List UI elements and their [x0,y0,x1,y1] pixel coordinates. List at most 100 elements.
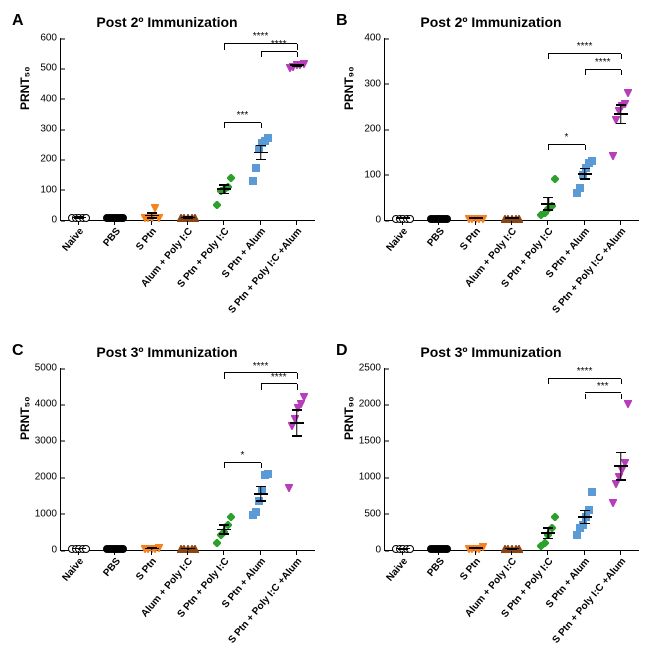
significance-bracket [224,122,260,123]
x-tick-label: Naive [385,556,411,584]
significance-bracket [224,462,260,463]
significance-label: **** [595,57,611,68]
x-tick-label: Naive [385,226,411,254]
data-point [588,157,596,165]
error-cap [616,479,626,481]
x-axis-labels: NaivePBSS PtnAlum + Poly I:CS Ptn + Poly… [60,222,314,330]
error-cap [543,538,553,540]
y-tick: 3000 [35,435,61,446]
data-point [624,89,632,97]
significance-label: * [240,450,244,461]
data-point [609,152,617,160]
error-cap [292,409,302,411]
mean-line [396,548,410,550]
significance-bracket [261,51,297,52]
mean-line [217,529,231,531]
panel-a: A Post 2º Immunization PRNT₅₀ 0100200300… [10,10,324,330]
panel-title: Post 2º Immunization [10,14,324,30]
figure-grid: A Post 2º Immunization PRNT₅₀ 0100200300… [10,10,648,660]
x-tick-label: S Ptn + Poly I:C +Alum [551,226,629,316]
data-point [297,400,305,408]
mean-line [290,422,304,424]
significance-label: **** [253,31,269,42]
y-axis-label: PRNT₉₀ [342,397,356,440]
mean-line [145,548,159,550]
error-cap [580,178,590,180]
error-cap [147,217,157,219]
data-point [264,470,272,478]
plot-area: 05001000150020002500******* [384,368,639,551]
y-axis-label: PRNT₉₀ [342,67,356,110]
mean-line [578,173,592,175]
data-point [213,201,221,209]
x-tick-label: PBS [425,226,447,249]
x-tick-label: PBS [101,226,123,249]
mean-line [432,548,446,550]
panel-title: Post 3º Immunization [10,344,324,360]
x-tick-label: S Ptn + Poly I:C +Alum [551,556,629,646]
y-tick: 400 [364,33,385,44]
panel-title: Post 3º Immunization [334,344,648,360]
panel-letter: D [336,342,348,360]
data-point [227,513,235,521]
significance-label: *** [597,381,609,392]
x-axis-labels: NaivePBSS PtnAlum + Poly I:CS Ptn + Poly… [384,222,638,330]
data-point [588,488,596,496]
mean-line [145,215,159,217]
error-cap [580,523,590,525]
y-tick: 500 [40,63,61,74]
x-tick-label: PBS [101,556,123,579]
error-cap [543,197,553,199]
mean-line [614,113,628,115]
panel-d: D Post 3º Immunization PRNT₉₀ 0500100015… [334,340,648,660]
y-tick: 500 [364,508,385,519]
data-point [551,175,559,183]
significance-bracket [585,392,621,393]
y-tick: 200 [364,124,385,135]
mean-line [181,217,195,219]
data-point [252,508,260,516]
mean-line [578,516,592,518]
data-point [609,499,617,507]
x-tick-label: S Ptn + Poly I:C +Alum [227,226,305,316]
significance-bracket [548,53,621,54]
y-tick: 1500 [359,435,385,446]
data-point [249,177,257,185]
y-tick: 4000 [35,399,61,410]
significance-label: **** [271,372,287,383]
error-bar [620,106,622,124]
x-tick-label: S Ptn [458,226,483,253]
significance-label: *** [237,110,249,121]
significance-label: **** [577,41,593,52]
data-point [285,484,293,492]
y-tick: 2000 [359,399,385,410]
error-cap [616,452,626,454]
error-cap [256,500,266,502]
y-tick: 2000 [35,472,61,483]
mean-line [614,465,628,467]
panel-c: C Post 3º Immunization PRNT₅₀ 0100020003… [10,340,324,660]
mean-line [541,203,555,205]
error-cap [616,104,626,106]
mean-line [541,532,555,534]
y-tick: 400 [40,93,61,104]
mean-line [432,217,446,219]
mean-line [72,548,86,550]
mean-line [505,217,519,219]
error-cap [219,184,229,186]
error-cap [543,209,553,211]
plot-area: 010002000300040005000********* [60,368,315,551]
y-tick: 300 [40,124,61,135]
error-cap [147,212,157,214]
data-point [252,164,260,172]
mean-line [469,217,483,219]
mean-line [72,217,86,219]
error-cap [219,193,229,195]
data-point [264,134,272,142]
data-point [573,531,581,539]
data-point [300,393,308,401]
panel-title: Post 2º Immunization [334,14,648,30]
data-point [151,204,159,212]
error-cap [292,435,302,437]
y-tick: 1000 [359,472,385,483]
